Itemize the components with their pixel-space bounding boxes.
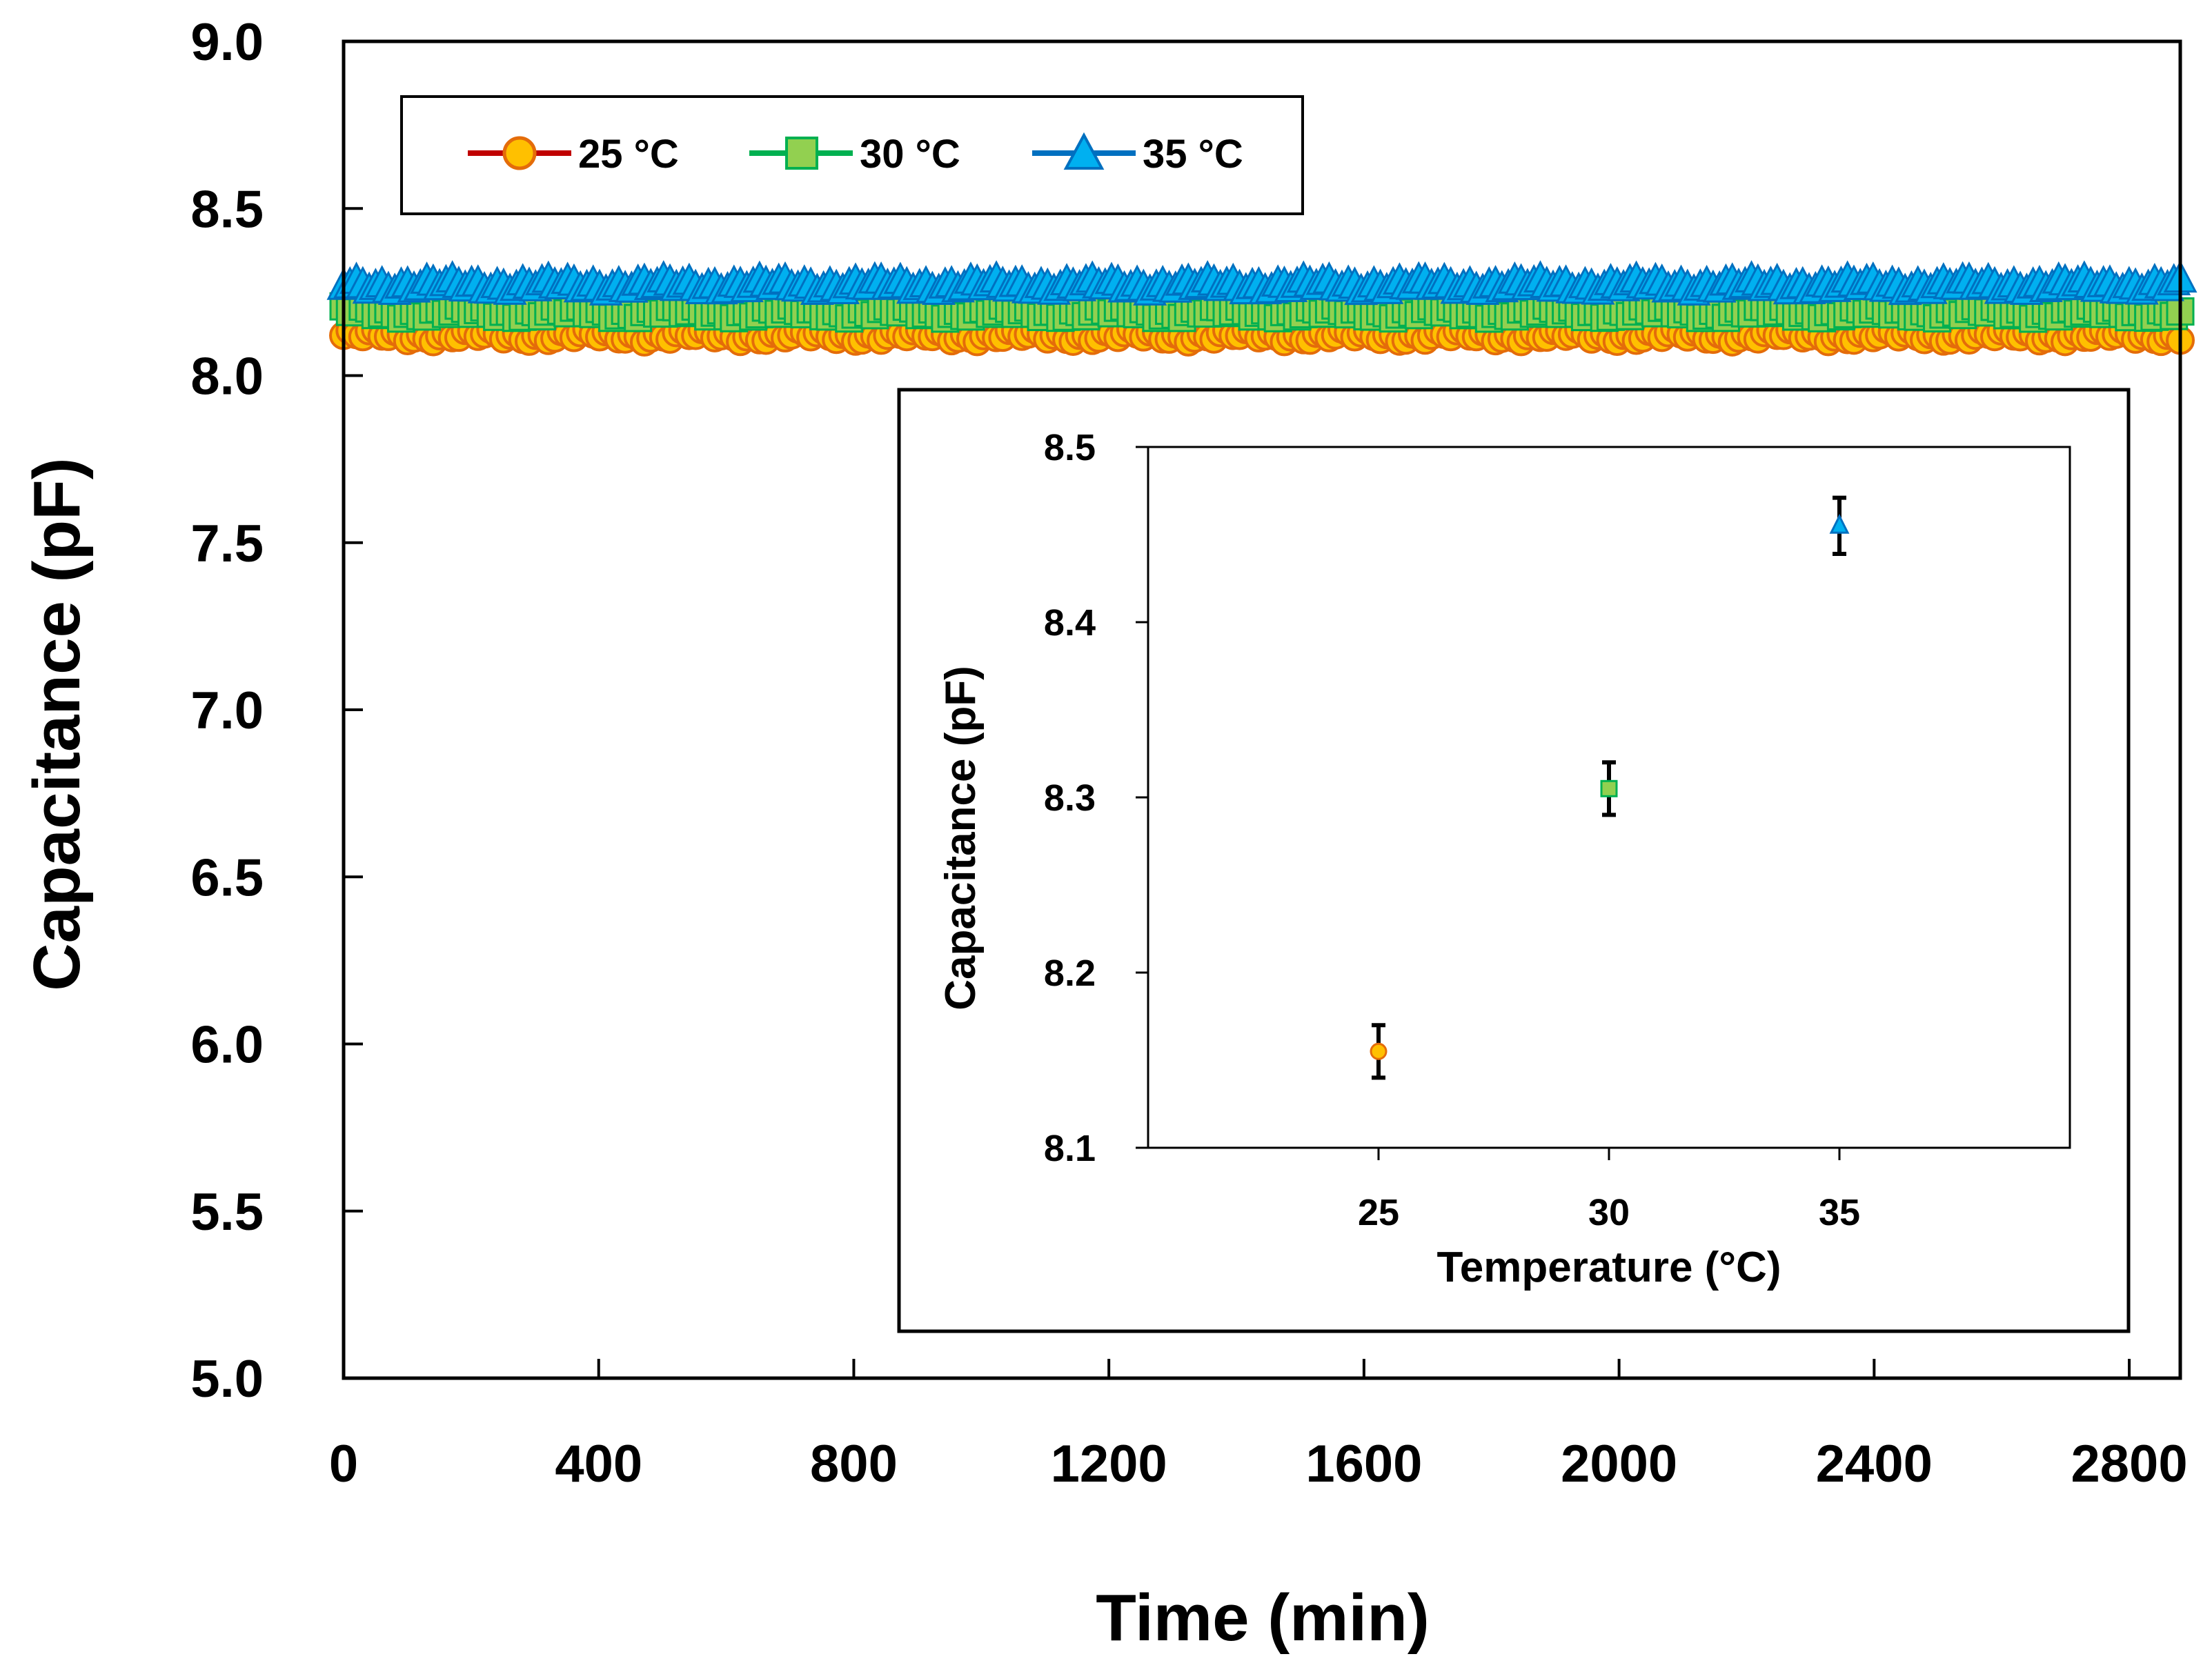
main-x-tick-label: 2000	[1561, 1435, 1677, 1493]
inset-marker-triangle	[1829, 513, 1850, 534]
main-x-tick-label: 800	[810, 1435, 898, 1493]
inset-x-tick-label: 25	[1358, 1192, 1399, 1233]
legend-circle-marker	[502, 136, 537, 170]
inset-x-tick-label: 30	[1588, 1192, 1630, 1233]
inset-x-axis: 25 30 35	[1358, 1148, 1860, 1233]
legend-item-25c: 25 °C	[468, 132, 679, 177]
inset-data-layer	[1370, 495, 1850, 1080]
main-y-tick-label: 6.0	[190, 1016, 264, 1075]
legend-item-35c: 35 °C	[1032, 132, 1243, 177]
main-y-tick-label: 7.0	[190, 681, 264, 740]
inset-y-tick-label: 8.3	[1044, 777, 1096, 819]
main-y-tick-label: 8.5	[190, 180, 264, 239]
main-x-tick-label: 1200	[1051, 1435, 1167, 1493]
legend: 25 °C 30 °C 35 °C	[400, 95, 1304, 215]
inset-y-tick-label: 8.4	[1044, 602, 1096, 644]
main-x-tick-label: 0	[329, 1435, 358, 1493]
main-x-tick-label: 2800	[2071, 1435, 2188, 1493]
main-x-tick-label: 1600	[1305, 1435, 1422, 1493]
inset-y-axis: 8.1 8.2 8.3 8.4 8.5	[1044, 427, 1148, 1169]
main-y-axis: 5.0 5.5 6.0 6.5 7.0 7.5 8.0 8.5 9.0	[190, 13, 363, 1409]
legend-label-25c: 25 °C	[578, 132, 679, 177]
inset-marker-circle	[1370, 1042, 1388, 1060]
main-y-axis-title: Capacitance (pF)	[20, 457, 94, 991]
main-x-axis-title: Time (min)	[1096, 1581, 1430, 1655]
inset-outer-frame	[897, 388, 2131, 1333]
inset-point-30	[1600, 760, 1618, 817]
legend-square-marker	[785, 137, 818, 170]
inset-y-tick-label: 8.5	[1044, 427, 1096, 468]
main-data-layer	[326, 260, 2198, 357]
legend-triangle-marker	[1063, 132, 1105, 170]
main-x-tick-label: 400	[555, 1435, 642, 1493]
inset-y-tick-label: 8.1	[1044, 1128, 1096, 1169]
legend-label-30c: 30 °C	[860, 132, 960, 177]
main-x-tick-label: 2400	[1816, 1435, 1933, 1493]
inset-y-axis-title: Capacitance (pF)	[937, 666, 985, 1011]
inset-y-tick-label: 8.2	[1044, 953, 1096, 994]
main-y-tick-label: 5.5	[190, 1183, 264, 1242]
main-y-tick-label: 7.5	[190, 515, 264, 573]
legend-item-30c: 30 °C	[749, 132, 960, 177]
main-y-tick-label: 9.0	[190, 13, 264, 72]
main-plot: 0 400 800 1200 1600 2000 2400 2800 5.0 5.5 6.0 6.5…	[20, 13, 2198, 1655]
inset-x-axis-title: Temperature (°C)	[1436, 1244, 1781, 1291]
main-y-tick-label: 6.5	[190, 848, 264, 907]
legend-label-35c: 35 °C	[1143, 132, 1243, 177]
main-y-tick-label: 8.0	[190, 348, 264, 406]
main-x-axis: 0 400 800 1200 1600 2000 2400 2800	[329, 1359, 2188, 1493]
inset-chart: 25 30 35 8.18.28.38.48.5 Temperature (°C) …	[897, 388, 2131, 1333]
main-y-tick-label: 5.0	[190, 1350, 264, 1409]
inset-x-tick-label: 35	[1819, 1192, 1860, 1233]
series-markers-3	[326, 260, 2198, 306]
inset-point-25	[1370, 1023, 1388, 1080]
inset-point-35	[1829, 495, 1850, 556]
inset-marker-square	[1600, 779, 1618, 797]
